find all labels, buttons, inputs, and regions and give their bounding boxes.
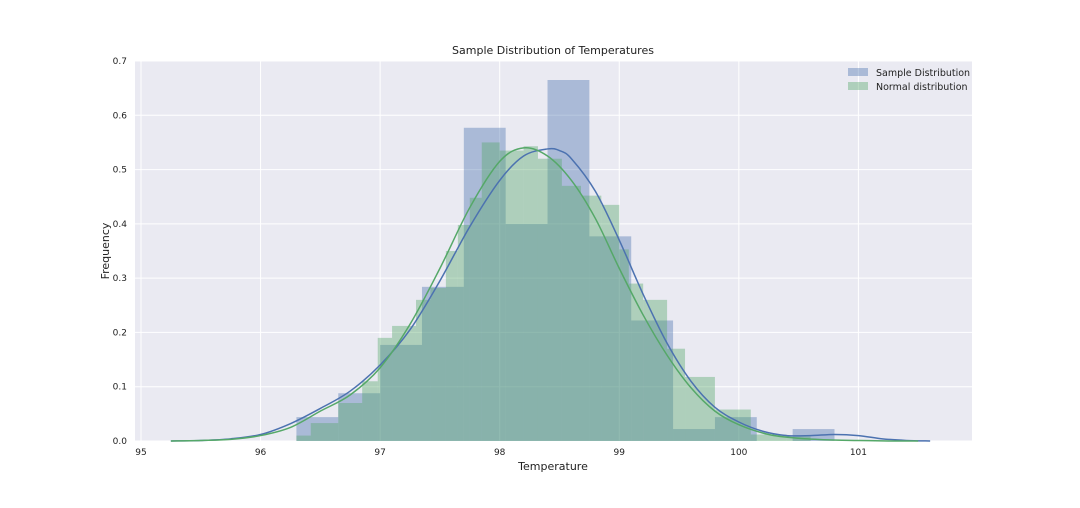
- sample-histogram-bar: [421, 286, 464, 441]
- y-tick-label: 0.4: [113, 220, 128, 230]
- normal-histogram-bar: [296, 435, 311, 441]
- y-tick-label: 0.0: [113, 437, 128, 447]
- x-tick-label: 99: [614, 448, 626, 458]
- normal-kde-line: [170, 146, 919, 442]
- legend-label-sample: Sample Distribution: [876, 68, 970, 79]
- x-tick-label: 101: [850, 448, 867, 458]
- sample-kde-line: [170, 147, 931, 442]
- normal-histogram-bar: [415, 299, 431, 441]
- normal-histogram-bar: [338, 403, 363, 441]
- normal-histogram-bar: [377, 337, 393, 441]
- normal-histogram-bar: [581, 195, 602, 441]
- legend-swatch-sample: [848, 68, 868, 76]
- normal-histogram-bar: [392, 325, 416, 441]
- x-tick-label: 96: [255, 448, 267, 458]
- legend-label-normal: Normal distribution: [876, 82, 968, 93]
- sample-histogram-bar: [463, 127, 506, 442]
- y-tick-label: 0.6: [113, 111, 128, 121]
- x-tick-label: 95: [135, 448, 146, 458]
- y-axis-label: Frequency: [99, 222, 112, 279]
- normal-histogram-bar: [667, 348, 686, 441]
- normal-histogram-bar: [523, 146, 538, 441]
- x-tick-label: 100: [730, 448, 747, 458]
- plot-background: [135, 61, 972, 441]
- sample-histogram-bar: [714, 417, 757, 441]
- y-tick-label: 0.7: [113, 57, 127, 67]
- normal-histogram-bar: [445, 251, 458, 441]
- normal-histogram-bar: [469, 197, 482, 441]
- y-tick-label: 0.3: [113, 274, 127, 284]
- normal-histogram-bar: [499, 150, 524, 442]
- sample-histogram-bar: [505, 223, 548, 441]
- normal-histogram-bar: [310, 423, 339, 441]
- grid-lines: [135, 60, 972, 442]
- y-tick-label: 0.5: [113, 166, 127, 176]
- normal-histogram-bar: [601, 204, 620, 441]
- sample-histogram-bar: [673, 429, 715, 441]
- sample-histogram-bar: [296, 417, 339, 441]
- sample-histogram-bar: [547, 80, 590, 441]
- x-tick-label: 97: [374, 448, 385, 458]
- legend: Sample Distribution Normal distribution: [848, 68, 970, 93]
- normal-histogram-bar: [430, 287, 446, 441]
- x-axis-label: Temperature: [517, 460, 588, 473]
- x-tick-label: 98: [494, 448, 506, 458]
- histogram-bars: [296, 80, 835, 442]
- normal-histogram-bar: [362, 381, 378, 441]
- tick-labels: 95 96 97 98 99 100 101 0.0 0.1 0.2 0.3 0.4 0.5 0.6 0.7: [113, 57, 867, 458]
- kde-curves: [170, 146, 931, 442]
- sample-histogram-bar: [338, 393, 381, 441]
- sample-histogram-bar: [589, 236, 632, 441]
- sample-histogram-bar: [380, 344, 422, 441]
- normal-histogram-bar: [457, 224, 470, 441]
- normal-histogram-bar: [561, 185, 582, 441]
- chart-title: Sample Distribution of Temperatures: [452, 44, 654, 57]
- normal-histogram-bar: [481, 142, 500, 441]
- normal-histogram-bar: [628, 283, 644, 441]
- legend-swatch-normal: [848, 82, 868, 90]
- y-tick-label: 0.2: [113, 328, 127, 338]
- normal-histogram-bar: [643, 299, 668, 441]
- normal-histogram-bar: [537, 158, 562, 441]
- normal-histogram-bar: [750, 434, 787, 441]
- normal-histogram-bar: [619, 249, 629, 441]
- y-tick-label: 0.1: [113, 383, 127, 393]
